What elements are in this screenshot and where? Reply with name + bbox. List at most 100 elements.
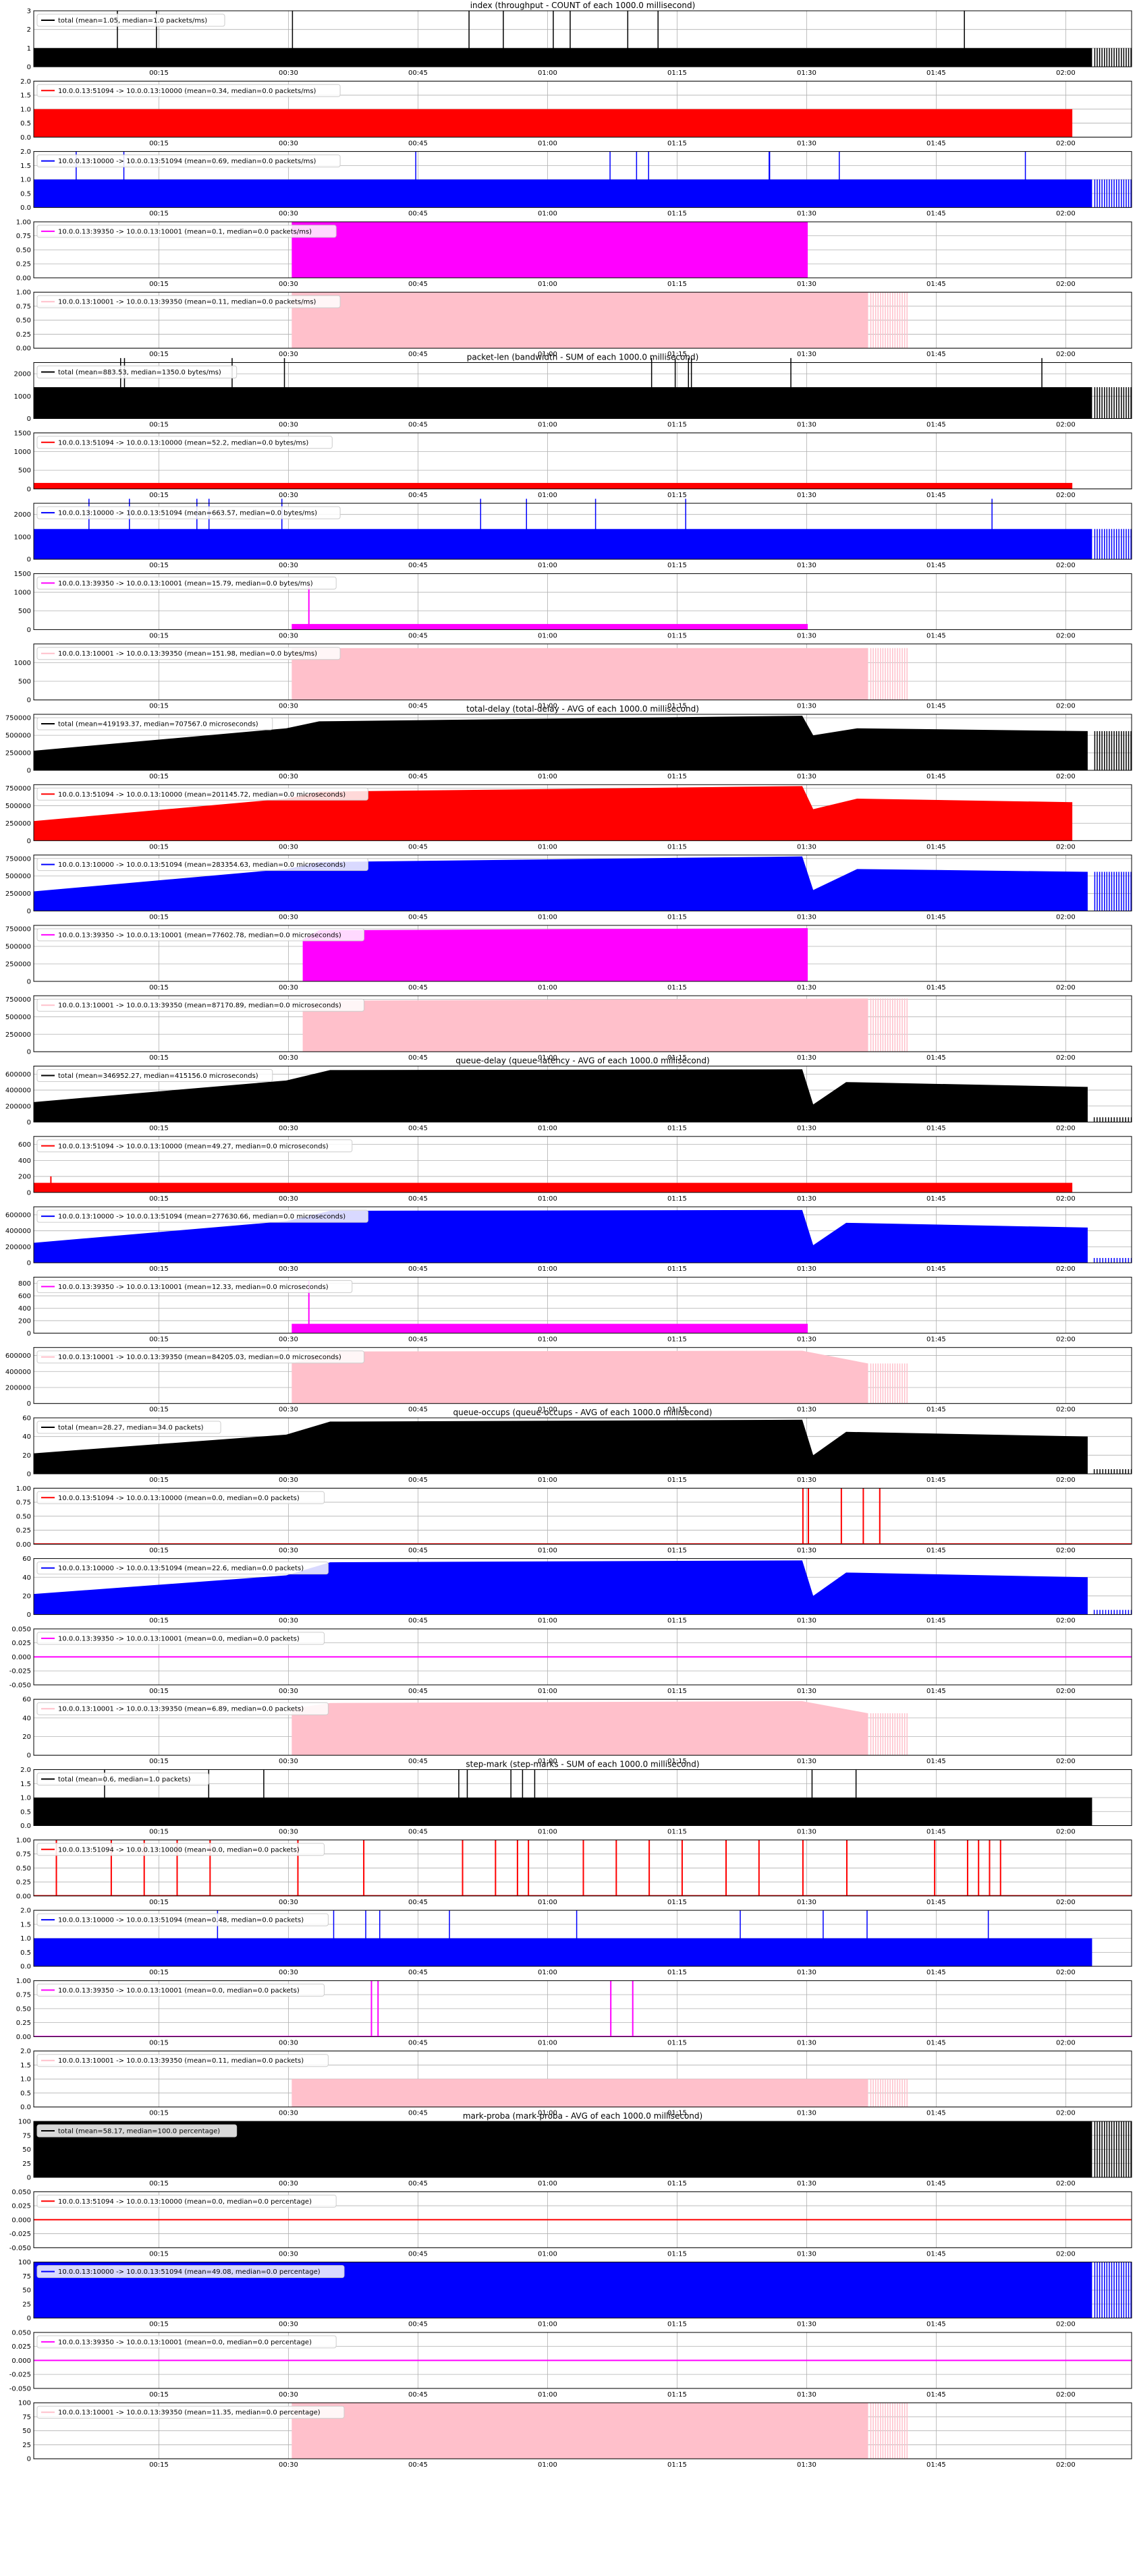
series-bar [725,1839,727,1896]
axes-frame [33,291,1132,349]
series-bar [1111,1609,1112,1615]
x-tick-label: 00:15 [149,140,169,147]
subplot-0: index (throughput - COUNT of each 1000.0… [27,1,1132,77]
series-bar [1118,2262,1119,2318]
series-bar [870,292,872,349]
x-tick-label: 00:15 [149,492,169,499]
subplot-31: 00:15 00:30 00:45 01:00 01:15 01:30 01:45 02:00… [9,2189,1132,2258]
legend-entry: 10.0.0.13:10000 -> 10.0.0.13:51094 (mean… [58,510,317,517]
series-area [34,1798,1092,1826]
x-tick-label: 00:15 [149,1899,169,1906]
x-tick-label: 01:45 [926,351,946,358]
x-tick-label: 01:00 [538,1829,557,1836]
y-tick-label: 0.75 [16,1851,31,1858]
axes-frame [33,925,1132,982]
x-tick-label: 00:15 [149,422,169,429]
series-bar [1106,179,1108,208]
series-bar [887,1713,889,1756]
series-bar [76,151,77,208]
series-bar [1101,48,1103,67]
y-tick-label: 75 [22,2132,31,2140]
y-tick-label: 2 [27,26,31,34]
legend-entry: 10.0.0.13:39350 -> 10.0.0.13:10001 (mean… [58,2339,312,2346]
x-tick-label: 01:45 [926,2250,946,2258]
series-bar [902,1713,903,1756]
x-tick-label: 01:45 [926,210,946,218]
y-tick-label: 750000 [5,996,31,1004]
y-tick-label: 1.5 [20,1781,31,1788]
series-bar [889,648,891,700]
legend-box [36,154,341,168]
legend-entry: 10.0.0.13:10000 -> 10.0.0.13:51094 (mean… [58,2268,321,2276]
series-area [34,109,1073,138]
series-bar [1123,871,1125,911]
series-area [34,179,1092,208]
x-tick-label: 00:30 [279,2321,298,2328]
series-bar [650,357,653,419]
series-bar [503,11,504,67]
legend-box [36,1421,221,1434]
y-tick-label: 600000 [5,1071,31,1079]
x-tick-label: 01:00 [538,914,557,921]
series-bar [379,1910,381,1967]
subplot-4: 00:15 00:30 00:45 01:00 01:15 01:30 01:45 02:00… [16,289,1132,358]
series-bar [894,2403,896,2459]
y-tick-label: 0.025 [11,1640,31,1647]
series-bar [1128,1609,1130,1615]
legend-entry: total (mean=883.53, median=1350.0 bytes/… [58,369,221,376]
subplot-7: 00:15 00:30 00:45 01:00 01:15 01:30 01:45 02:00… [14,498,1132,569]
x-tick-label: 00:15 [149,69,169,77]
legend-entry: 10.0.0.13:10001 -> 10.0.0.13:39350 (mean… [58,650,317,658]
series-bar [55,1839,57,1896]
x-tick-label: 02:00 [1056,1758,1076,1765]
y-tick-label: 0.75 [16,1992,31,1999]
axes-frame [33,1839,1132,1897]
y-tick-label: 0.025 [11,2343,31,2351]
y-tick-label: 400 [18,1305,31,1313]
subplot-10: total-delay (total-delay - AVG of each 1… [5,704,1132,780]
x-tick-label: 00:30 [279,1829,298,1836]
series-bar [740,1910,741,1967]
x-tick-label: 01:15 [667,2461,687,2469]
series-bar [1097,529,1098,560]
series-bar [1115,2121,1117,2177]
x-tick-label: 01:30 [797,1618,816,1625]
x-tick-label: 01:15 [667,2391,687,2399]
x-tick-label: 01:15 [667,1406,687,1414]
x-tick-label: 00:30 [279,1547,298,1554]
series-bar [999,1839,1001,1896]
x-tick-label: 00:45 [408,1688,428,1695]
y-tick-label: 40 [22,1574,31,1582]
series-bar [1097,1257,1098,1263]
subplot-21: 00:15 00:30 00:45 01:00 01:15 01:30 01:45 02:00… [16,1485,1132,1554]
axes-frame [33,2262,1132,2319]
y-tick-label: 2000 [14,511,31,519]
x-tick-label: 00:15 [149,914,169,921]
subplot-20: queue-occups (queue-occups - AVG of each… [22,1408,1132,1484]
y-tick-label: 20 [22,1452,31,1460]
y-tick-label: 40 [22,1433,31,1441]
subplot-28: 00:15 00:30 00:45 01:00 01:15 01:30 01:45 02:00… [16,1978,1132,2047]
series-bar [906,1363,908,1404]
x-tick-label: 01:15 [667,1477,687,1484]
series-bar [610,1980,612,2037]
y-tick-label: 600 [18,1141,31,1149]
series-bar [308,585,310,630]
legend-entry: total (mean=346952.27, median=415156.0 m… [58,1072,258,1080]
series-bar [208,498,210,560]
x-tick-label: 01:00 [538,281,557,288]
series-bar [904,1713,906,1756]
subplot-19: 00:15 00:30 00:45 01:00 01:15 01:30 01:45 02:00… [5,1347,1132,1414]
x-tick-label: 01:15 [667,140,687,147]
x-tick-label: 01:30 [797,773,816,780]
series-bar [887,2403,889,2459]
y-tick-label: 500 [18,679,31,686]
x-tick-label: 00:15 [149,1969,169,1976]
legend-box [36,1843,325,1856]
y-tick-label: 250000 [5,820,31,828]
x-tick-label: 02:00 [1056,281,1076,288]
series-area [292,648,868,700]
series-bar [891,1713,893,1756]
y-tick-label: 500000 [5,944,31,951]
series-bar [1111,2121,1113,2177]
